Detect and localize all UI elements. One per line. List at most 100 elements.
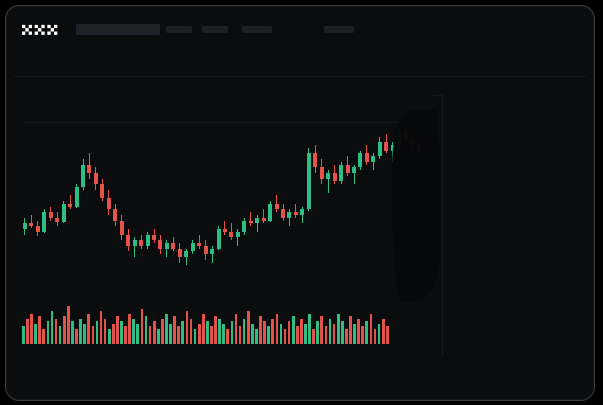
candlestick <box>339 164 344 182</box>
volume-bar <box>373 328 377 344</box>
candlestick <box>119 220 124 235</box>
candlestick-wick <box>256 215 258 232</box>
candlestick-wick <box>69 195 71 210</box>
price-candlestick-chart[interactable] <box>22 114 422 274</box>
volume-bar <box>144 316 148 344</box>
volume-bar <box>185 311 189 344</box>
volume-bar <box>181 321 185 344</box>
volume-bar <box>75 328 78 344</box>
candlestick <box>29 223 34 227</box>
volume-bar <box>140 308 144 344</box>
candlestick <box>158 240 163 249</box>
volume-bar <box>161 318 164 344</box>
volume-bar <box>132 318 136 344</box>
nav-item-1[interactable] <box>202 26 228 33</box>
volume-bar <box>349 316 352 344</box>
volume-bar <box>275 313 279 344</box>
device-frame: Spot Trading <box>5 5 595 401</box>
okx-logo-icon[interactable] <box>22 23 58 36</box>
candlestick <box>229 231 234 238</box>
candlestick <box>68 203 73 207</box>
candlestick <box>48 212 53 218</box>
volume-bar <box>95 321 99 344</box>
volume-bar <box>177 326 181 344</box>
candlestick-wick <box>185 248 187 266</box>
volume-bar <box>136 323 140 344</box>
volume-bar <box>156 328 160 344</box>
volume-bar <box>300 318 303 344</box>
bottom-bar <box>14 356 586 392</box>
candlestick <box>81 164 86 187</box>
candlestick-wick <box>372 153 374 171</box>
candlestick-wick <box>224 220 226 235</box>
candlestick <box>274 203 279 210</box>
volume-bar <box>283 328 287 344</box>
candlestick <box>106 198 111 210</box>
candlestick <box>319 167 324 179</box>
volume-bar <box>259 316 262 344</box>
search-input[interactable] <box>76 24 160 35</box>
order-book[interactable]: Buy Sell <box>442 94 586 356</box>
candlestick <box>203 245 208 255</box>
candlestick <box>126 234 131 246</box>
volume-bar <box>50 311 54 344</box>
candlestick <box>139 240 144 246</box>
volume-bar <box>173 316 176 344</box>
candlestick <box>190 243 195 252</box>
candlestick-wick <box>263 209 265 224</box>
candlestick <box>300 209 305 215</box>
candlestick <box>268 203 273 221</box>
candlestick <box>152 234 156 241</box>
nav-item-2[interactable] <box>242 26 272 33</box>
volume-bar <box>42 328 46 344</box>
candlestick <box>42 212 47 232</box>
candlestick <box>216 229 221 249</box>
candlestick-wick <box>353 164 355 185</box>
candlestick-wick <box>166 240 168 258</box>
volume-bar <box>124 326 127 344</box>
volume-bar <box>324 326 328 344</box>
volume-bar <box>222 323 226 344</box>
chart-pane[interactable] <box>14 94 432 361</box>
volume-bar <box>103 318 107 344</box>
candlestick-wick <box>230 223 232 241</box>
market-bar: Spot Trading <box>14 44 586 99</box>
volume-bar <box>54 318 58 344</box>
candlestick <box>100 184 105 199</box>
volume-bar <box>34 323 37 344</box>
volume-bar <box>357 318 360 344</box>
volume-bar <box>369 313 373 344</box>
volume-bar <box>193 328 197 344</box>
volume-bar <box>165 313 168 344</box>
volume-histogram <box>22 306 390 344</box>
candlestick <box>377 142 382 157</box>
candlestick <box>384 142 389 151</box>
volume-bar <box>58 326 62 344</box>
candlestick <box>61 203 66 222</box>
volume-bar <box>30 313 33 344</box>
volume-bar <box>263 321 266 344</box>
nav-item-0[interactable] <box>166 26 192 33</box>
candlestick-wick <box>327 170 329 193</box>
candlestick <box>177 248 182 257</box>
candlestick <box>306 153 311 210</box>
volume-bar <box>291 316 295 344</box>
volume-bar <box>336 313 340 344</box>
volume-bar <box>332 323 336 344</box>
volume-bar <box>107 328 111 344</box>
volume-bar <box>287 321 291 344</box>
candlestick <box>87 164 92 173</box>
candlestick <box>210 248 215 255</box>
candlestick <box>74 187 79 207</box>
volume-bar <box>197 323 201 344</box>
nav-item-3[interactable] <box>324 26 354 33</box>
volume-bar <box>201 313 205 344</box>
candlestick <box>293 212 298 215</box>
volume-bar <box>152 321 156 344</box>
volume-bar <box>46 321 50 344</box>
candlestick <box>171 243 176 249</box>
candlestick <box>235 231 240 238</box>
candlestick-wick <box>134 237 136 258</box>
volume-bar <box>267 326 271 344</box>
